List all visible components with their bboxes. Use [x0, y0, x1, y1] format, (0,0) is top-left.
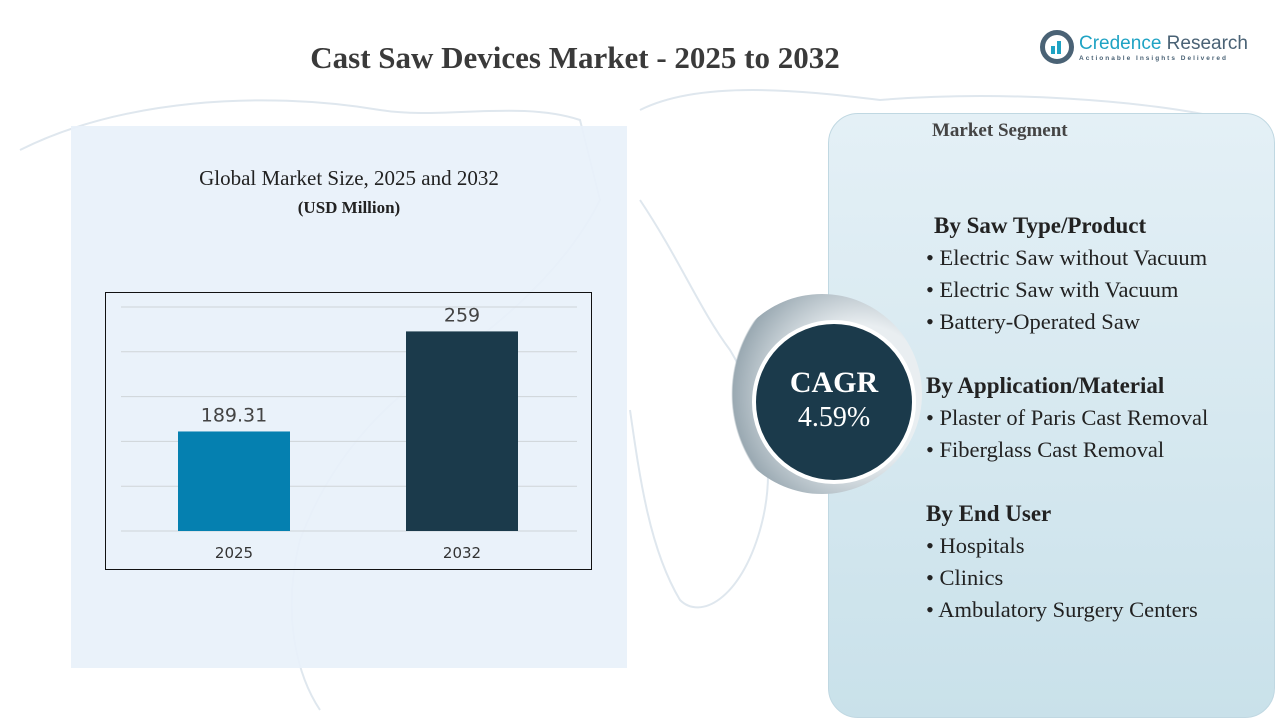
segment-item: • Hospitals	[926, 533, 1025, 558]
bar-2025	[178, 431, 290, 531]
x-tick-label: 2032	[443, 544, 481, 562]
bar-chart-svg: 189.31 2025 259 2032	[121, 304, 577, 562]
logo-chart-icon	[1040, 30, 1074, 64]
chart-title: Global Market Size, 2025 and 2032	[199, 166, 499, 190]
chart-unit: (USD Million)	[297, 198, 401, 217]
market-segment-heading: Market Segment	[932, 120, 1068, 141]
x-tick-label: 2025	[215, 544, 253, 562]
cagr-badge: CAGR 4.59%	[752, 320, 916, 484]
data-label: 189.31	[201, 404, 267, 426]
segment-group: By Application/Material • Plaster of Pari…	[926, 370, 1208, 466]
segment-group-title: By Application/Material	[926, 373, 1165, 398]
segment-item: • Plaster of Paris Cast Removal	[926, 405, 1209, 430]
segment-item: • Electric Saw with Vacuum	[926, 277, 1179, 302]
data-label: 259	[444, 304, 480, 326]
cagr-value: 4.59%	[797, 402, 871, 433]
logo-name-part1: Credence	[1079, 32, 1162, 54]
segment-group: By End User • Hospitals • Clinics • Ambulat…	[926, 498, 1198, 626]
cagr-label: CAGR	[789, 366, 879, 399]
segment-group-title: By End User	[926, 501, 1052, 526]
logo-name-part2: Research	[1161, 32, 1248, 54]
bar-chart: 189.31 2025 259 2032	[105, 292, 592, 570]
segment-group: By Saw Type/Product • Electric Saw withou…	[926, 210, 1207, 338]
segment-item: • Battery-Operated Saw	[926, 309, 1141, 334]
segment-item: • Electric Saw without Vacuum	[926, 245, 1208, 270]
segment-group-title: By Saw Type/Product	[934, 213, 1147, 238]
logo-tagline: Actionable Insights Delivered	[1079, 54, 1229, 62]
bar-2032	[406, 331, 518, 531]
segment-item: • Fiberglass Cast Removal	[926, 437, 1165, 462]
page-title: Cast Saw Devices Market - 2025 to 2032	[310, 40, 840, 75]
segment-item: • Clinics	[926, 565, 1004, 590]
credence-research-logo: Credence Research Actionable Insights De…	[1040, 30, 1248, 64]
segment-item: • Ambulatory Surgery Centers	[926, 597, 1198, 622]
